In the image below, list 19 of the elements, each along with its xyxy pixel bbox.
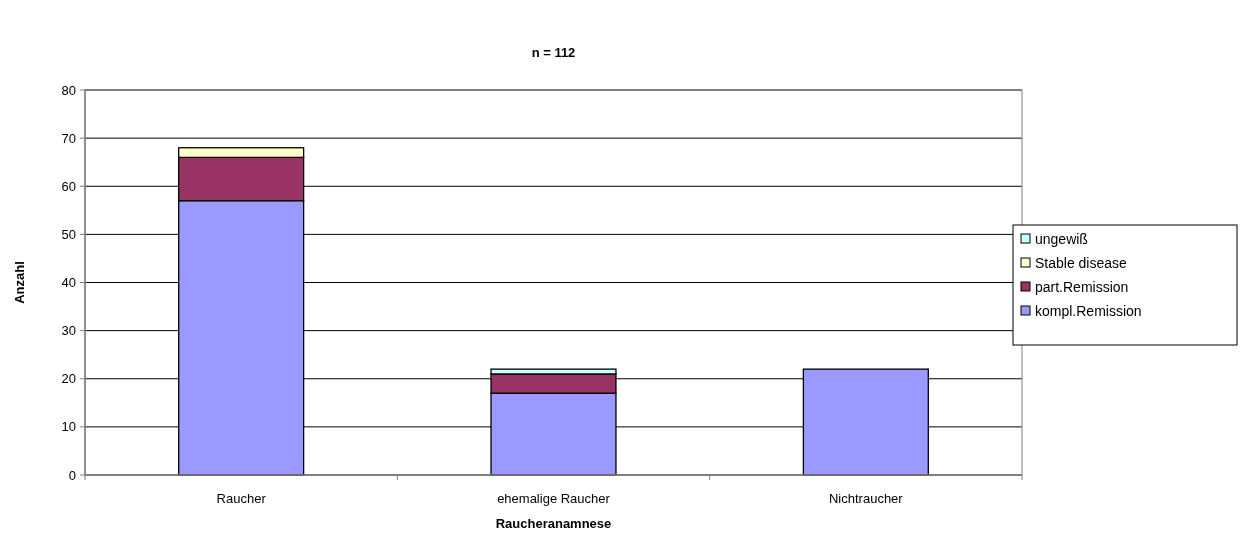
y-tick-label: 80 (61, 82, 76, 98)
x-axis-title: Raucheranamnese (495, 516, 612, 531)
x-tick-label: ehemalige Raucher (497, 491, 611, 506)
y-tick-label: 0 (68, 467, 76, 483)
legend-label: ungewiß (1035, 230, 1088, 247)
x-tick-label: Nichtraucher (828, 491, 904, 506)
y-tick-label: 60 (61, 178, 76, 194)
chart-title: n = 112 (531, 45, 576, 60)
y-tick-label: 70 (61, 130, 76, 146)
y-tick-label: 20 (61, 371, 76, 387)
y-tick-label: 10 (61, 419, 76, 435)
legend-label: kompl.Remission (1035, 302, 1142, 319)
y-tick-label: 40 (61, 275, 76, 291)
x-tick-label: Raucher (216, 491, 267, 506)
y-tick-label: 50 (61, 226, 76, 242)
y-axis-title: Anzahl (12, 261, 27, 304)
y-tick-label: 30 (61, 323, 76, 339)
legend-label: part.Remission (1035, 278, 1129, 295)
legend-label: Stable disease (1035, 254, 1128, 271)
